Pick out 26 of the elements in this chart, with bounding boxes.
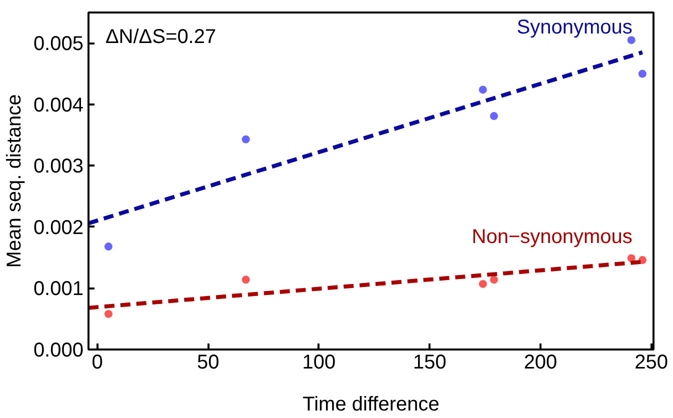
- point: [242, 276, 250, 284]
- y-tick-label: 0.002: [33, 216, 84, 239]
- x-tick-label: 150: [413, 352, 446, 374]
- y-axis-title: Mean seq. distance: [3, 94, 26, 268]
- x-tick-label: 50: [197, 352, 220, 374]
- x-tick-label: 200: [524, 352, 558, 374]
- point: [478, 280, 487, 288]
- y-tick-label: 0.004: [33, 94, 84, 116]
- point: [490, 276, 498, 284]
- point: [104, 242, 112, 251]
- y-tick-label: 0.000: [33, 340, 84, 362]
- point: [242, 135, 250, 144]
- x-tick-label: 250: [634, 352, 668, 374]
- x-tick-label: 100: [302, 352, 336, 374]
- point: [104, 310, 112, 318]
- point: [638, 70, 646, 78]
- series-label: Non−synonymous: [472, 226, 632, 248]
- annotation: ΔN/ΔS=0.27: [105, 26, 216, 48]
- y-tick-label: 0.001: [33, 278, 84, 300]
- series-label: Synonymous: [516, 16, 632, 38]
- x-tick-label: 0: [92, 352, 103, 374]
- point: [490, 112, 498, 120]
- y-tick-label: 0.005: [33, 33, 84, 56]
- x-axis-title: Time difference: [302, 394, 440, 416]
- y-tick-label: 0.003: [33, 156, 84, 178]
- point: [478, 86, 487, 94]
